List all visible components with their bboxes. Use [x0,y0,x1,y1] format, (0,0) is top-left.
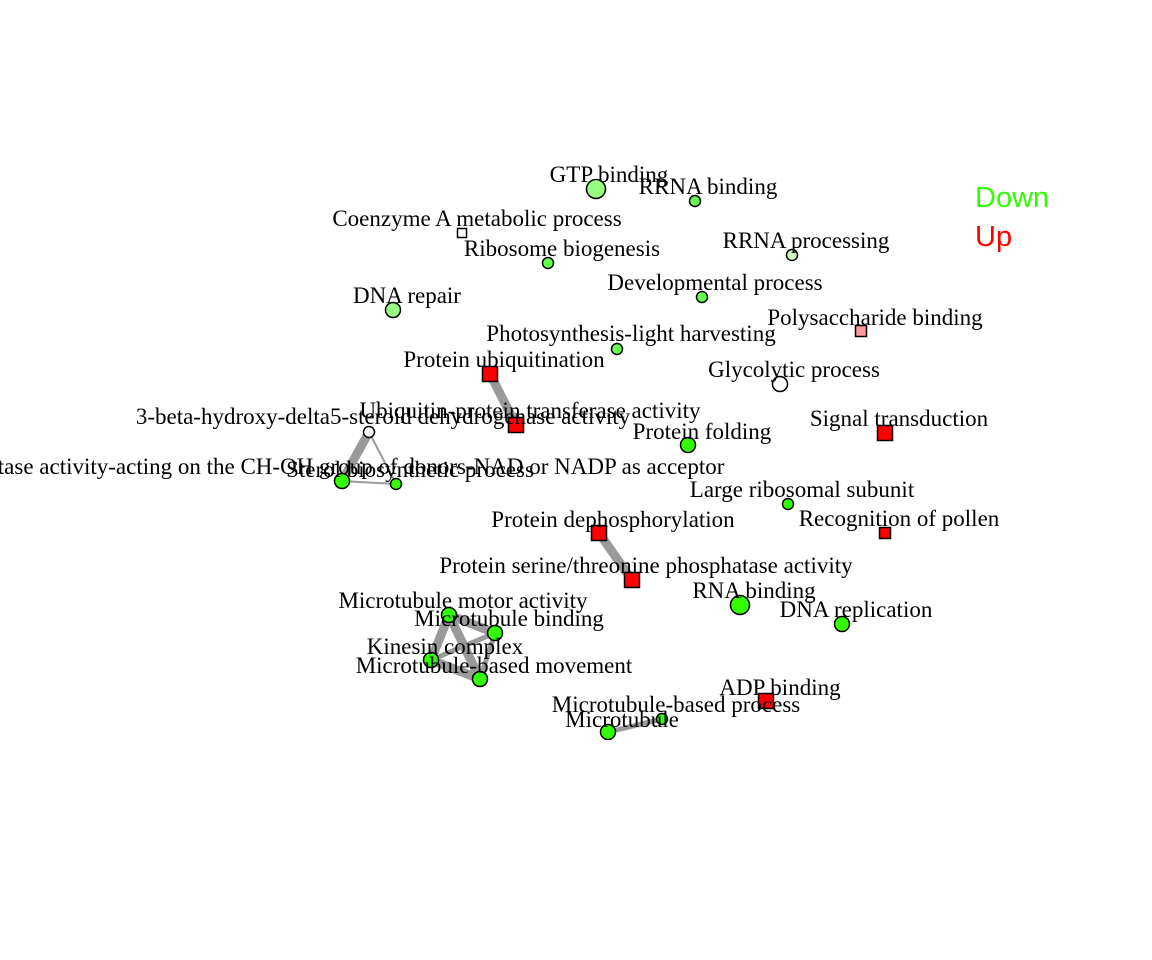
node-ribo [541,256,555,270]
node-photo [610,342,624,356]
node-label-glyc: Glycolytic process [708,357,880,382]
node-label-rna-b: RNA binding [692,578,816,603]
node-label-mt-proc: Microtubule-based process [552,692,801,717]
node-hsd [362,425,376,439]
node-label-ribo: Ribosome biogenesis [464,236,660,261]
node-mt [599,723,617,741]
node-label-photo: Photosynthesis-light harvesting [486,321,776,346]
node-rrna-p [785,248,799,262]
node-label-oxred: ctase activity-acting on the CH-OH group… [0,454,725,479]
node-sterol [389,477,403,491]
node-pollen [878,526,892,540]
node-label-ubq: Protein ubiquitination [403,347,605,372]
node-label-dna-rep: DNA repair [353,283,461,308]
node-label-dev: Developmental process [607,270,822,295]
node-mt-proc [655,712,669,726]
node-label-fold: Protein folding [633,419,772,444]
edge-hsd-oxred [337,427,374,486]
node-label-mt-bind: Microtubule binding [414,606,604,631]
node-dev [695,290,709,304]
node-glyc [771,375,789,393]
node-adp [757,692,775,710]
node-label-ppase: Protein serine/threonine phosphatase act… [439,553,853,578]
node-dna-repl [833,615,851,633]
node-rna-b [729,594,751,616]
node-label-coa: Coenzyme A metabolic process [332,206,621,231]
node-mt-move [471,670,489,688]
node-label-lrs: Large ribosomal subunit [690,477,915,502]
node-label-dna-repl: DNA replication [780,597,933,622]
node-ppase [623,571,641,589]
legend-down-label: Down [975,182,1049,214]
node-label-rrna-p: RRNA processing [723,228,890,253]
node-dna-rep [384,301,402,319]
edge-kin-mt-move [426,655,485,684]
node-label-adp: ADP binding [719,675,841,700]
edge-oxred-sterol [341,480,397,485]
node-label-sig: Signal transduction [810,406,989,431]
node-label-sterol: Sterol biosynthetic process [286,457,534,482]
node-label-kin: Kinesin complex [367,634,524,659]
node-sig [876,424,894,442]
node-coa [456,227,468,239]
node-label-pollen: Recognition of pollen [799,506,1000,531]
node-label-poly: Polysaccharide binding [767,305,983,330]
node-poly [854,324,868,338]
node-mt-motor [440,606,458,624]
edge-mt-bind-kin [428,630,498,663]
node-label-mt-motor: Microtubule motor activity [338,588,588,613]
legend-up-label: Up [975,221,1012,253]
node-label-mt: Microtubule [565,707,679,732]
node-label-ubq-tr: Ubiquitin-protein transferase activity [359,398,701,423]
node-label-hsd: 3-beta-hydroxy-delta5-steroid dehydrogen… [136,404,631,429]
node-label-mt-move: Microtubule-based movement [356,653,633,678]
node-mt-bind [486,624,504,642]
node-rrna-b [688,194,702,208]
node-lrs [781,497,795,511]
nodes-layer [333,178,894,741]
edge-mt-mt-proc [605,716,665,735]
legend: Down Up [975,182,1049,253]
node-label-dephos: Protein dephosphorylation [491,507,735,532]
node-label-gtp: GTP binding [550,162,669,187]
node-gtp [585,178,607,200]
node-kin [422,651,440,669]
node-ubq [481,365,499,383]
node-label-rrna-b: RRNA binding [639,174,778,199]
node-dephos [590,524,608,542]
edge-ubq-ubq-tr [485,369,521,430]
node-fold [679,436,697,454]
node-ubq-tr [507,416,525,434]
node-oxred [333,472,351,490]
edge-hsd-sterol [368,431,397,485]
